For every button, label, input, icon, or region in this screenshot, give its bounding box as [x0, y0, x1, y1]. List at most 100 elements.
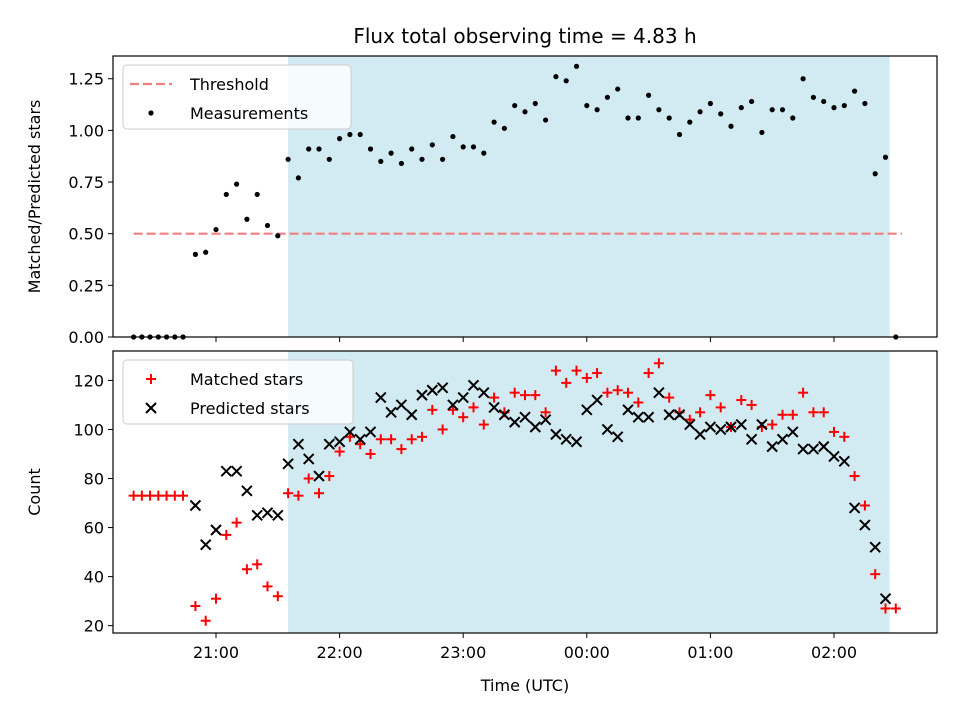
data-point: [550, 428, 562, 441]
data-point: [272, 509, 284, 522]
x-mark-b: [282, 458, 294, 470]
data-point: [417, 431, 427, 442]
data-point: [501, 125, 507, 131]
x-tick-label: 23:00: [440, 643, 486, 662]
x-mark-b: [869, 541, 881, 553]
data-point: [190, 601, 201, 612]
data-point: [419, 156, 425, 162]
data-point: [829, 426, 839, 437]
data-point: [540, 407, 551, 418]
data-point: [388, 150, 394, 156]
data-point: [539, 413, 552, 426]
data-point: [275, 233, 281, 239]
x-mark-b: [745, 433, 758, 445]
x-mark-b: [776, 433, 789, 445]
x-mark-b: [189, 499, 202, 512]
data-point: [656, 107, 662, 113]
x-mark-b: [251, 509, 263, 522]
legend-entry-label: Matched stars: [190, 370, 303, 389]
data-point: [581, 372, 592, 383]
x-mark-b: [241, 485, 253, 497]
x-mark-b: [498, 409, 511, 421]
x-mark-b: [426, 384, 439, 396]
x-mark-b: [828, 450, 840, 463]
chart-title: Flux total observing time = 4.83 h: [353, 24, 696, 48]
data-point: [447, 399, 459, 411]
legend-box: [122, 64, 352, 130]
data-point: [612, 385, 623, 396]
data-point: [550, 365, 561, 376]
data-point: [818, 407, 829, 418]
data-point: [512, 102, 518, 109]
data-point: [643, 368, 654, 379]
observing-window-shade: [288, 56, 890, 337]
data-point: [779, 107, 786, 113]
data-point: [337, 136, 343, 142]
x-mark-b: [560, 433, 572, 445]
data-point: [203, 249, 209, 255]
data-point: [859, 500, 870, 511]
data-point: [849, 471, 860, 482]
x-mark-b: [364, 426, 377, 438]
data-point: [468, 402, 479, 413]
data-point: [529, 421, 542, 433]
data-point: [314, 488, 324, 499]
data-point: [787, 409, 798, 420]
data-point: [178, 490, 189, 501]
legend: Matched stars Predicted stars: [122, 359, 354, 425]
data-point: [241, 485, 253, 497]
data-point: [333, 436, 346, 448]
x-mark-b: [673, 409, 686, 421]
data-point: [396, 444, 407, 455]
legend-box: [122, 359, 354, 425]
data-point: [447, 404, 458, 415]
data-point: [707, 100, 714, 107]
data-point: [395, 399, 408, 411]
data-point: [334, 446, 345, 457]
data-point: [282, 458, 294, 470]
data-point: [642, 411, 655, 423]
data-point: [777, 409, 788, 420]
data-point: [375, 434, 386, 445]
data-point: [457, 391, 469, 404]
y-tick-label: 1.25: [68, 70, 104, 89]
data-point: [385, 406, 397, 419]
data-point: [635, 115, 641, 121]
data-point: [489, 392, 500, 403]
data-point: [347, 131, 353, 138]
y-tick-label: 60: [84, 519, 104, 538]
data-point: [591, 394, 603, 406]
data-point: [745, 433, 758, 445]
top-panel: 0.00 0.25 0.50 0.75 1.00 1.25 Matched/Predicte…: [25, 24, 938, 347]
data-point: [790, 115, 796, 121]
data-point: [367, 146, 374, 152]
data-point: [354, 433, 366, 445]
x-tick-label: 21:00: [193, 643, 239, 662]
data-point: [604, 94, 611, 100]
x-mark-b: [817, 440, 830, 453]
y-tick-label: 0.00: [68, 328, 104, 347]
data-point: [470, 144, 477, 150]
y-tick-label: 100: [73, 420, 104, 439]
data-point: [519, 411, 531, 423]
data-point: [295, 175, 301, 181]
data-point: [676, 131, 683, 138]
x-mark-b: [230, 465, 243, 477]
data-point: [292, 438, 305, 450]
data-point: [326, 156, 332, 162]
data-point: [623, 387, 633, 398]
y-tick-label: 1.00: [68, 121, 104, 140]
data-point: [398, 160, 404, 167]
data-point: [230, 465, 243, 477]
series-measurements: [131, 63, 899, 340]
series-matched-stars: [128, 358, 901, 626]
data-point: [882, 154, 889, 160]
x-mark-b: [591, 394, 603, 406]
axes-frame: [112, 55, 938, 338]
data-point: [189, 499, 202, 512]
data-point: [561, 377, 572, 388]
x-mark-b: [653, 386, 665, 399]
data-point: [478, 419, 489, 430]
data-point: [213, 226, 219, 233]
data-point: [460, 144, 466, 150]
